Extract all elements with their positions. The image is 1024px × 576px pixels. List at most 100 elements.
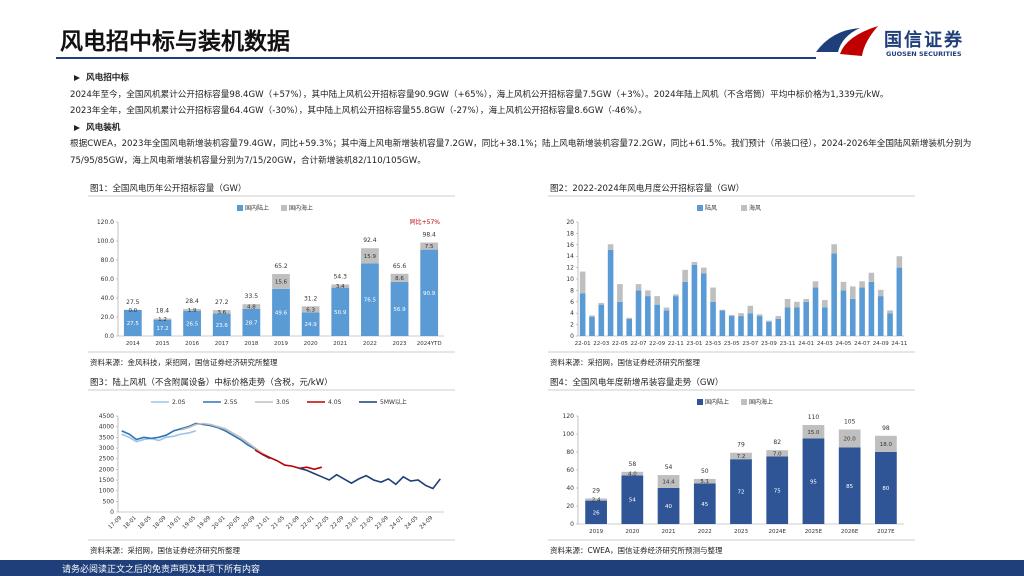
total-label: 105	[844, 419, 856, 426]
x-tick-label: 24-09	[419, 515, 435, 531]
y-tick-label: 500	[103, 498, 115, 505]
total-label: 82	[773, 439, 781, 446]
bar-segment	[875, 452, 897, 524]
bar-segment	[756, 314, 763, 317]
y-tick-label: 20.0	[101, 314, 115, 321]
x-tick-label: 2016	[185, 341, 199, 347]
bar-segment	[645, 296, 651, 336]
bar-segment	[691, 261, 698, 265]
total-label: 98	[882, 425, 890, 432]
x-tick-label: 22-05	[315, 515, 331, 531]
x-tick-label: 23-01	[686, 341, 702, 347]
bar-segment	[663, 310, 670, 336]
bar-segment	[802, 438, 825, 524]
x-tick-label: 2022	[698, 529, 712, 535]
total-label: 29	[592, 487, 600, 494]
x-tick-label: 2015	[155, 341, 169, 347]
x-tick-label: 2017	[215, 341, 229, 347]
bar-segment	[579, 293, 586, 336]
y-tick-label: 4000	[99, 424, 114, 431]
bar-segment	[794, 307, 800, 336]
y-tick-label: 60.0	[101, 276, 115, 283]
bar-segment	[728, 314, 735, 317]
total-label: 54.3	[334, 273, 348, 280]
x-tick-label: 2024YTD	[417, 341, 442, 347]
x-tick-label: 24-01	[798, 341, 814, 347]
bar-segment	[693, 483, 716, 524]
x-tick-label: 23-01	[345, 515, 361, 531]
bar-segment	[756, 316, 763, 336]
bar-segment	[838, 429, 861, 448]
bar-segment	[420, 249, 439, 336]
bar-segment	[626, 318, 633, 336]
data-label: 1.2	[158, 317, 167, 323]
bar-segment	[420, 242, 439, 250]
total-label: 98.4	[423, 232, 437, 239]
bar-segment	[868, 281, 875, 336]
data-label: 26	[593, 510, 600, 516]
legend-label: 2.0S	[172, 399, 186, 406]
bar-segment	[585, 500, 607, 524]
x-tick-label: 22-07	[631, 341, 647, 347]
legend-label: 4.0S	[328, 399, 342, 406]
total-label: 65.6	[393, 263, 407, 270]
x-tick-label: 2020	[304, 341, 318, 347]
x-tick-label: 20-09	[241, 515, 257, 531]
bar-segment	[691, 264, 698, 336]
bar-segment	[766, 450, 789, 457]
bar-segment	[598, 302, 605, 305]
x-tick-label: 19-05	[182, 515, 198, 531]
x-tick-label: 18-05	[137, 515, 153, 531]
data-label: 18.0	[880, 442, 893, 448]
y-tick-label: 3000	[99, 445, 114, 452]
data-label: 24.9	[305, 322, 318, 328]
bar-segment	[682, 281, 688, 336]
x-tick-label: 22-09	[330, 515, 346, 531]
bar-segment	[838, 447, 861, 524]
line-series	[254, 449, 323, 471]
y-tick-label: 16	[566, 242, 574, 249]
bar-segment	[738, 313, 744, 317]
x-tick-label: 23-11	[780, 341, 796, 347]
bar-segment	[887, 313, 893, 336]
bar-segment	[803, 301, 809, 336]
data-label: 0.0	[128, 308, 137, 314]
data-label: 15.6	[275, 279, 288, 285]
figure-source: 资料来源：CWEA，国信证券经济研究所预测与整理	[550, 546, 723, 555]
x-tick-label: 24-11	[891, 341, 907, 347]
bar-segment	[896, 256, 903, 268]
bar-segment	[242, 304, 261, 309]
bar-segment	[242, 308, 261, 336]
y-tick-label: 4	[570, 310, 574, 317]
logo-text-en: GUOSEN SECURITIES	[886, 50, 962, 58]
y-tick-label: 60	[566, 467, 574, 474]
y-tick-label: 2000	[99, 466, 114, 473]
bar-segment	[212, 313, 231, 336]
x-tick-label: 24-05	[835, 341, 851, 347]
data-label: 1.9	[188, 308, 197, 314]
x-tick-label: 21-05	[271, 515, 287, 531]
data-label: 40	[665, 504, 672, 510]
legend-label: 国内海上	[749, 398, 773, 406]
legend-label: 海风	[749, 204, 761, 212]
legend-swatch	[281, 205, 287, 211]
bar-segment	[803, 298, 809, 302]
bar-segment	[673, 294, 679, 297]
bar-segment	[877, 296, 884, 336]
bar-segment	[626, 317, 633, 319]
legend-label: 2.5S	[224, 399, 238, 406]
x-tick-label: 24-01	[389, 515, 405, 531]
figure-caption: 图3：陆上风机（不含附属设备）中标价格走势（含税，元/kW）	[90, 378, 333, 388]
data-label: 15.0	[807, 430, 820, 436]
data-label: 20.0	[844, 437, 857, 443]
section-heading: 风电装机	[70, 120, 975, 137]
bar-segment	[700, 267, 707, 274]
bar-segment	[728, 316, 735, 336]
x-tick-label: 20-05	[226, 515, 242, 531]
legend-swatch	[697, 205, 703, 211]
bar-segment	[710, 301, 716, 336]
bar-segment	[802, 425, 825, 439]
data-label: 3.6	[217, 310, 226, 316]
bar-segment	[766, 321, 772, 336]
